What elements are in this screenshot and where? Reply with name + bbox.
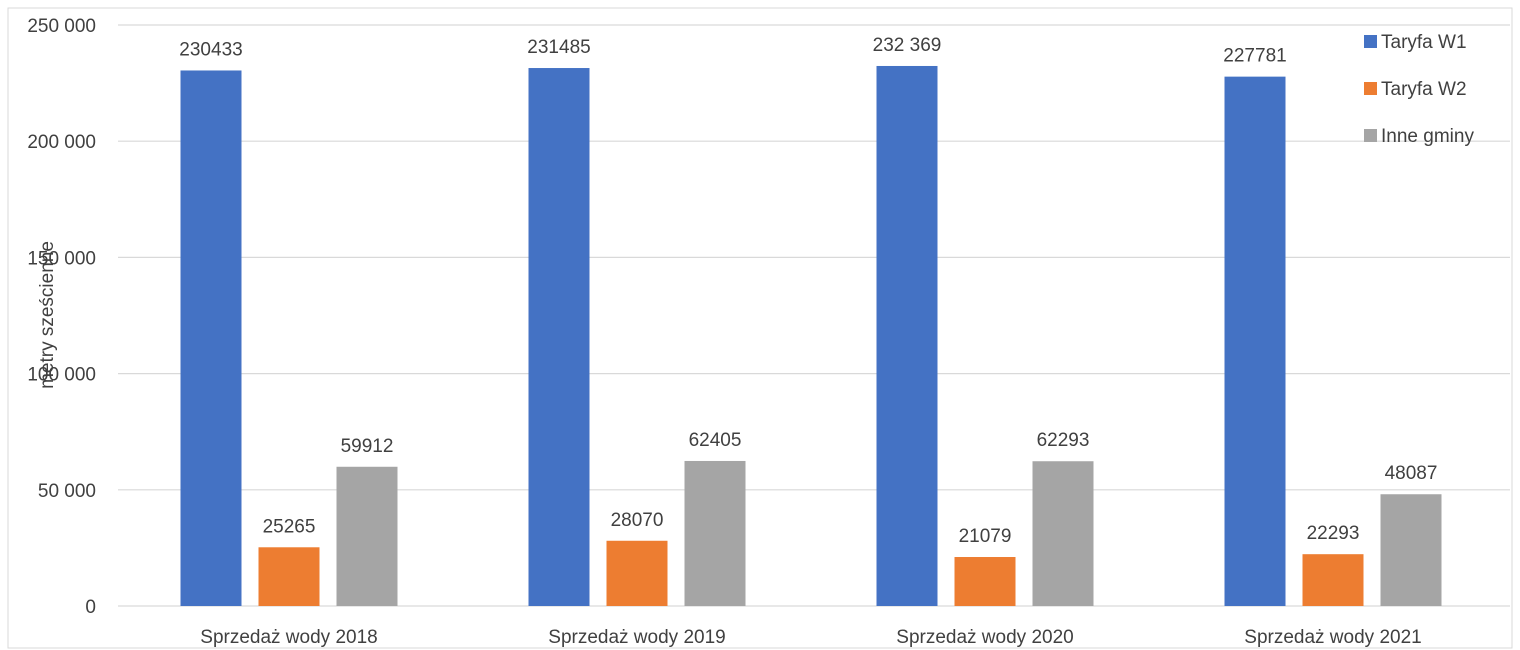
data-label: 28070 (611, 510, 664, 531)
y-tick-label: 50 000 (38, 481, 96, 502)
legend-swatch (1364, 129, 1377, 142)
data-label: 25265 (263, 516, 316, 537)
y-tick-label: 0 (85, 597, 96, 618)
legend-swatch (1364, 82, 1377, 95)
data-labels: 230433 25265 59912 231485 28070 62405 232 369 2… (179, 35, 1437, 547)
bar-taryfa-w1 (876, 65, 938, 607)
bar-taryfa-w2 (606, 540, 668, 606)
legend-entry: Taryfa W1 (1381, 32, 1467, 53)
legend-entry: Inne gminy (1381, 126, 1474, 147)
data-label: 22293 (1307, 523, 1360, 544)
legend-swatch (1364, 35, 1377, 48)
bar-taryfa-w2 (954, 557, 1016, 606)
data-label: 227781 (1223, 46, 1286, 67)
y-tick-label: 150 000 (27, 248, 96, 269)
bar-taryfa-w2 (1302, 554, 1364, 606)
bars (180, 65, 1442, 607)
x-axis-ticks: Sprzedaż wody 2018 Sprzedaż wody 2019 Sprz… (200, 627, 1421, 648)
data-label: 62293 (1037, 430, 1090, 451)
y-axis-ticks: 0 50 000 100 000 150 000 200 000 250 000 (27, 16, 96, 618)
bar-taryfa-w1 (1224, 76, 1286, 606)
bar-taryfa-w1 (528, 68, 590, 606)
x-tick-label: Sprzedaż wody 2020 (896, 627, 1073, 648)
x-tick-label: Sprzedaż wody 2021 (1244, 627, 1421, 648)
bar-inne-gminy (1380, 494, 1442, 606)
data-label: 231485 (527, 37, 590, 58)
bar-inne-gminy (336, 466, 398, 606)
data-label: 59912 (341, 436, 394, 457)
data-label: 48087 (1385, 463, 1438, 484)
bar-taryfa-w1 (180, 70, 242, 607)
x-tick-label: Sprzedaż wody 2018 (200, 627, 377, 648)
bar-taryfa-w2 (258, 547, 320, 606)
y-tick-label: 200 000 (27, 132, 96, 153)
y-axis-title: metry sześcienne (37, 241, 58, 389)
data-label: 62405 (689, 430, 742, 451)
legend-entry: Taryfa W2 (1381, 79, 1467, 100)
data-label: 230433 (179, 39, 242, 60)
data-label: 232 369 (873, 35, 942, 56)
y-tick-label: 250 000 (27, 16, 96, 37)
legend: Taryfa W1 Taryfa W2 Inne gminy (1364, 32, 1474, 147)
x-tick-label: Sprzedaż wody 2019 (548, 627, 725, 648)
data-label: 21079 (959, 526, 1012, 547)
y-tick-label: 100 000 (27, 365, 96, 386)
bar-inne-gminy (684, 460, 746, 606)
bar-inne-gminy (1032, 461, 1094, 606)
